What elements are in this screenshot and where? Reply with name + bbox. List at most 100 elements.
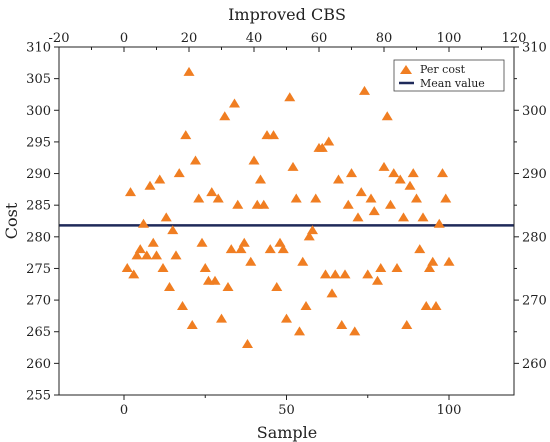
top-x-tick-label: 20	[181, 31, 198, 46]
data-point	[147, 237, 159, 247]
data-point	[141, 250, 153, 260]
data-point	[277, 244, 289, 254]
data-point	[222, 282, 234, 292]
data-point	[151, 250, 162, 260]
left-y-tick-label: 285	[26, 199, 51, 214]
chart-title: Improved CBS	[228, 5, 346, 24]
data-point	[294, 326, 305, 336]
data-point	[359, 85, 370, 95]
data-point	[394, 174, 406, 184]
data-point	[196, 237, 208, 247]
data-point	[245, 256, 257, 266]
data-point	[349, 326, 361, 336]
top-x-tick-label: 100	[437, 31, 462, 46]
left-y-axis: 255 260 265 270 275 280 285 290 295 300 305 310	[26, 41, 59, 404]
data-point	[352, 212, 364, 222]
data-point	[430, 301, 442, 311]
data-point	[329, 269, 341, 279]
data-point	[401, 320, 413, 329]
data-point	[264, 244, 276, 254]
data-point	[238, 237, 250, 247]
legend-box	[393, 59, 505, 92]
data-point	[258, 199, 270, 209]
data-point	[219, 111, 231, 121]
data-point	[242, 338, 253, 348]
data-point	[303, 231, 315, 241]
left-y-tick-label: 300	[26, 104, 51, 119]
legend: Per cost Mean value	[393, 59, 505, 92]
data-point	[290, 193, 302, 203]
data-point	[355, 187, 367, 197]
left-y-tick-label: 270	[26, 294, 51, 309]
right-y-tick-label: 290	[522, 167, 547, 182]
top-x-tick-label: 40	[246, 31, 263, 46]
data-point	[333, 174, 344, 184]
right-y-axis: 260 270 280 290 300 310	[514, 41, 547, 372]
data-point	[433, 218, 445, 228]
data-point	[229, 98, 240, 108]
data-point	[346, 168, 357, 178]
data-point	[365, 193, 377, 203]
data-point	[190, 155, 201, 165]
data-point	[232, 199, 244, 209]
data-point	[443, 256, 455, 266]
data-point	[320, 269, 331, 279]
top-x-tick-label: -20	[49, 31, 70, 46]
data-point	[424, 263, 435, 273]
y-axis-title: Cost	[2, 202, 21, 239]
data-point	[193, 193, 205, 203]
data-point	[121, 263, 133, 273]
top-x-tick-label: 0	[120, 31, 128, 46]
data-point	[255, 174, 266, 184]
data-point	[391, 263, 403, 273]
data-point	[381, 111, 393, 121]
data-point	[378, 161, 390, 171]
data-point	[284, 92, 296, 102]
legend-per-cost-label: Per cost	[420, 63, 466, 76]
data-point	[170, 250, 182, 260]
plot-frame	[58, 46, 515, 396]
left-y-tick-label: 295	[26, 135, 51, 150]
data-point	[323, 136, 335, 146]
legend-per-cost-marker	[400, 65, 412, 74]
data-point	[316, 142, 328, 152]
left-y-tick-label: 260	[26, 357, 51, 372]
data-point	[281, 313, 292, 323]
data-point	[427, 256, 439, 266]
data-point	[138, 218, 149, 228]
data-point	[125, 187, 136, 197]
data-point	[414, 244, 426, 254]
data-point	[420, 301, 432, 311]
data-point	[209, 275, 221, 285]
data-point	[398, 212, 409, 222]
data-point	[157, 263, 169, 273]
data-point	[368, 206, 380, 216]
right-y-tick-label: 270	[522, 294, 547, 309]
data-point	[248, 155, 260, 165]
data-point	[180, 130, 192, 140]
data-point	[417, 212, 429, 222]
data-point	[372, 275, 383, 285]
data-point	[225, 244, 237, 254]
right-y-tick-label: 310	[522, 41, 547, 56]
data-point	[411, 193, 422, 203]
bottom-x-tick-label: 50	[278, 403, 295, 418]
data-point	[297, 256, 309, 266]
data-point	[128, 269, 140, 279]
data-point	[274, 237, 286, 247]
top-x-tick-label: 120	[502, 31, 527, 46]
data-point	[154, 174, 166, 184]
data-point	[287, 161, 299, 171]
data-point	[206, 187, 218, 197]
data-point	[134, 244, 146, 254]
data-point	[336, 320, 348, 329]
top-x-tick-label: 60	[311, 31, 328, 46]
data-point	[388, 168, 400, 178]
legend-mean-label: Mean value	[420, 77, 485, 90]
data-point	[131, 250, 143, 260]
data-point	[437, 168, 448, 178]
data-points	[121, 66, 455, 348]
data-point	[407, 168, 419, 178]
left-y-tick-label: 290	[26, 167, 51, 182]
